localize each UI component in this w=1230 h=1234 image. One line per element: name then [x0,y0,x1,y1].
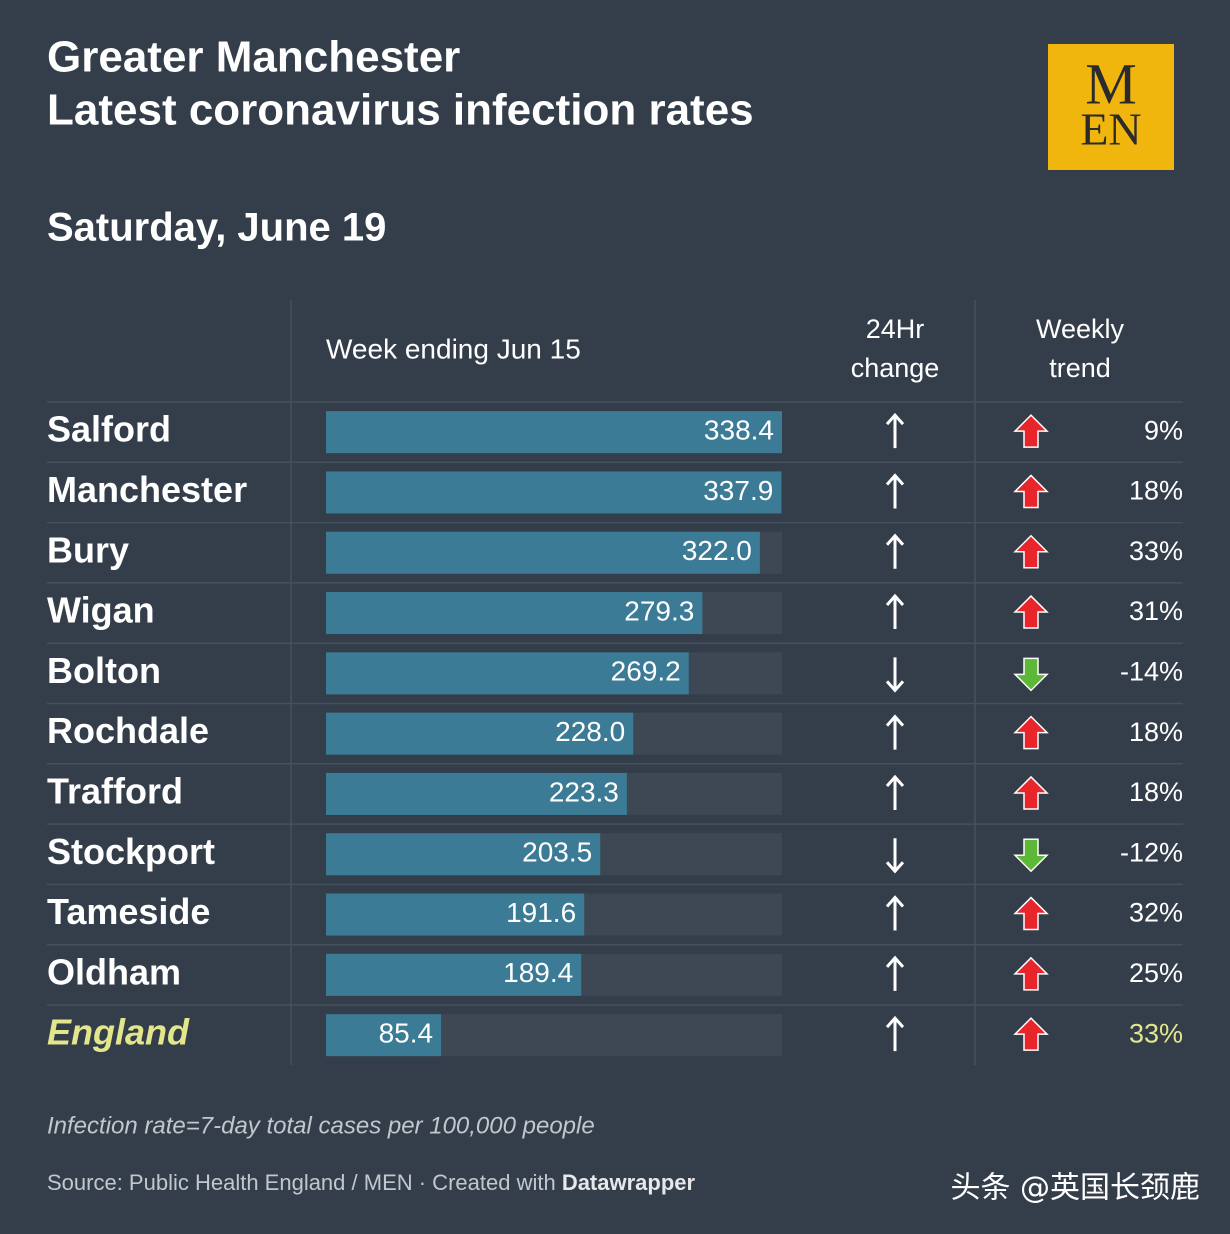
column-header: 24Hr change [850,314,940,383]
bar [326,592,703,635]
column-header-box: Weekly trend [1035,314,1125,383]
value-label: 279.3 [624,595,694,626]
change-arrow [885,774,905,810]
title-line: Latest coronavirus infection rates [47,86,754,135]
change-arrow [885,473,905,509]
row-label: Manchester [47,469,247,510]
change-arrow [885,714,905,750]
trend-label: 33% [1129,1018,1183,1048]
bar [326,531,760,574]
column-header-box: 24Hr change [850,314,940,383]
value-label: 338.4 [704,415,774,446]
bar [326,833,601,876]
value-label: 223.3 [549,776,619,807]
bar [326,471,782,514]
trend-arrow [1013,838,1049,873]
trend-arrow [1013,414,1049,448]
title-line: Greater Manchester [47,33,460,82]
trend-label: 18% [1129,717,1183,747]
trend-arrow [1013,956,1049,991]
trend-arrow [1013,1017,1049,1051]
column-header: Weekly trend [1035,314,1125,383]
logo-text: EN [1080,104,1141,155]
change-arrow [885,533,905,569]
logo-text: M [1085,51,1137,116]
subtitle: Saturday, June 19 [47,206,386,250]
bar [326,893,585,936]
row-label: Stockport [47,831,215,872]
trend-label: -14% [1120,656,1183,686]
trend-arrow [1013,534,1049,569]
value-label: 322.0 [682,535,752,566]
row-label: Bolton [47,650,161,691]
row-label: Tameside [47,891,210,932]
trend-label: 25% [1129,958,1183,988]
source: Source: Public Health England / MEN · Cr… [47,1170,696,1195]
change-arrow [885,895,905,931]
logo-box [1048,44,1174,170]
trend-arrow [1013,474,1049,509]
trend-arrow [1013,896,1049,931]
trend-label: 9% [1144,415,1183,445]
bar [326,652,689,695]
change-arrow [885,657,905,693]
note: Infection rate=7-day total cases per 100… [47,1112,595,1139]
row-label: Oldham [47,951,181,992]
value-label: 228.0 [555,716,625,747]
value-label: 337.9 [703,475,773,506]
trend-arrow [1013,594,1049,629]
change-arrow [885,412,905,449]
row-label: Rochdale [47,710,209,751]
bar [326,953,582,996]
row-label: Trafford [47,770,183,811]
change-arrow [885,838,905,874]
value-label: 191.6 [506,897,576,928]
row-label: Bury [47,529,129,570]
bar [326,712,634,755]
trend-arrow [1013,775,1049,810]
trend-arrow [1013,715,1049,750]
value-label: 203.5 [522,837,592,868]
watermark: 头条 @英国长颈鹿 [950,1171,1200,1206]
bar [326,772,627,815]
trend-label: -12% [1120,837,1183,867]
change-arrow [885,955,905,991]
row-label: Wigan [47,590,155,631]
value-label: 269.2 [611,656,681,687]
bar [326,411,782,454]
bar [326,1014,442,1057]
trend-label: 33% [1129,536,1183,566]
trend-label: 18% [1129,476,1183,506]
logo: M EN [1048,44,1174,170]
value-label: 189.4 [503,957,573,988]
value-label: 85.4 [379,1018,434,1049]
change-arrow [885,1015,905,1052]
trend-label: 32% [1129,898,1183,928]
trend-arrow [1013,657,1049,692]
row-label: Salford [47,409,171,450]
change-arrow [885,593,905,630]
source-text: Source: Public Health England / MEN · Cr… [47,1170,562,1195]
row-label: England [47,1012,190,1053]
trend-label: 31% [1129,596,1183,626]
trend-label: 18% [1129,777,1183,807]
source-tool: Datawrapper [562,1170,696,1195]
column-header: Week ending Jun 15 [326,333,581,364]
